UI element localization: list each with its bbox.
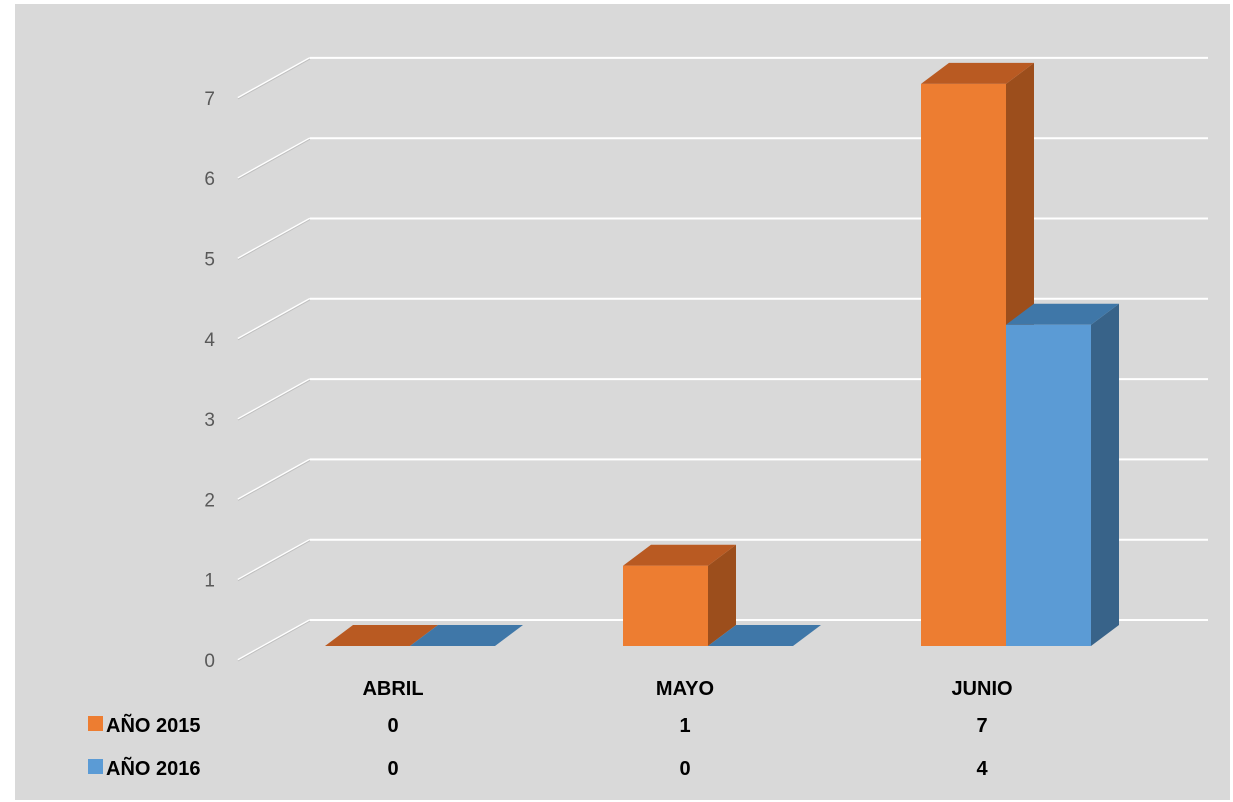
data-label: 4 — [976, 758, 988, 780]
gridline-shadow — [237, 620, 311, 662]
bar-side — [1091, 303, 1119, 646]
y-tick-label: 6 — [204, 169, 215, 190]
bar-top — [623, 544, 736, 566]
bar — [623, 565, 708, 646]
bar — [921, 83, 1006, 646]
data-label: 0 — [679, 758, 690, 780]
legend-label: AÑO 2016 — [106, 757, 201, 780]
gridline-diagonal — [237, 378, 311, 420]
data-label: 7 — [976, 715, 987, 737]
gridline-diagonal — [237, 297, 311, 340]
gridline-diagonal — [237, 458, 311, 501]
bar-top — [1006, 303, 1119, 325]
category-label: JUNIO — [951, 678, 1012, 700]
gridline-shadow — [237, 138, 311, 180]
gridline-shadow — [237, 540, 311, 582]
category-label: ABRIL — [362, 678, 423, 700]
data-label: 0 — [387, 715, 398, 737]
gridline-shadow — [237, 459, 311, 501]
gridline-diagonal — [237, 619, 311, 661]
legend-swatch — [88, 759, 103, 774]
bar-top — [921, 62, 1034, 84]
legend-swatch — [88, 716, 103, 731]
y-tick-label: 3 — [204, 410, 215, 431]
gridline-shadow — [237, 299, 311, 341]
y-tick-label: 1 — [204, 571, 215, 592]
bar-zero — [708, 625, 821, 646]
gridline-shadow — [237, 219, 311, 260]
gridline-diagonal — [237, 538, 311, 581]
gridline-shadow — [237, 379, 311, 421]
y-tick-label: 4 — [204, 330, 215, 351]
gridline-diagonal — [237, 57, 311, 99]
category-label: MAYO — [656, 678, 714, 700]
y-tick-label: 2 — [204, 490, 215, 511]
data-label: 0 — [387, 758, 398, 780]
bar — [1006, 324, 1091, 646]
bar-zero — [325, 625, 438, 646]
legend-label: AÑO 2015 — [106, 714, 201, 737]
y-tick-label: 0 — [204, 651, 215, 672]
gridline-diagonal — [237, 137, 311, 180]
data-label: 1 — [679, 715, 690, 737]
bar-zero — [410, 625, 523, 646]
y-tick-label: 7 — [204, 89, 215, 110]
gridline-diagonal — [237, 217, 311, 260]
y-tick-label: 5 — [204, 250, 215, 271]
bar-side — [708, 544, 736, 646]
gridline-shadow — [237, 58, 311, 100]
